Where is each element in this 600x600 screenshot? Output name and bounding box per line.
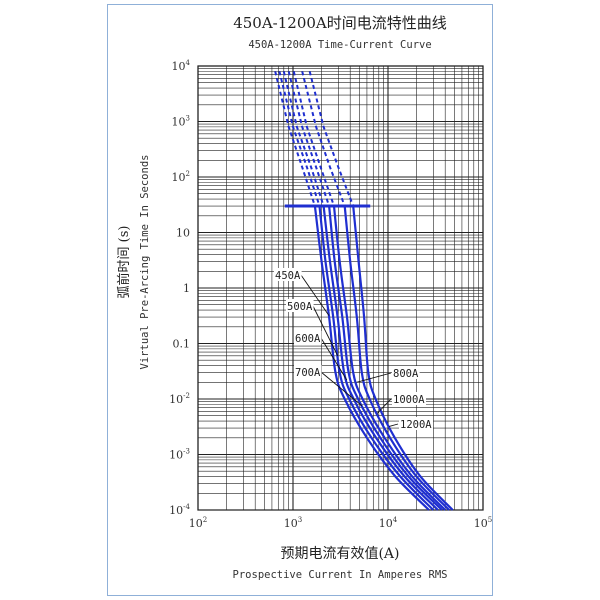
- label-bg-800A: [392, 366, 420, 379]
- label-leader-1000A: [376, 398, 392, 414]
- y-tick-label: 1: [183, 282, 190, 295]
- curves: [274, 71, 454, 511]
- x-tick-label: 102: [189, 516, 207, 530]
- label-bg-500A: [286, 299, 314, 312]
- label-leader-450A: [300, 274, 330, 316]
- curve-labels: 450A 500A 600A 700A 800A 1000A 1200A: [274, 268, 433, 431]
- curve-700A: [328, 205, 443, 511]
- y-tick-label: 10-2: [169, 392, 190, 406]
- chart-title: 450A-1200A时间电流特性曲线: [233, 14, 447, 32]
- curve-label-700A: 700A: [295, 367, 321, 379]
- chart-subtitle: 450A-1200A Time-Current Curve: [248, 39, 431, 51]
- dashed-curve-500A: [278, 71, 321, 207]
- x-tick-label: 104: [379, 516, 398, 530]
- x-tick-label: 103: [284, 516, 302, 530]
- label-leader-1200A: [389, 423, 399, 427]
- curve-1200A: [352, 205, 454, 511]
- label-leader-700A: [320, 371, 363, 407]
- curve-label-1200A: 1200A: [400, 419, 432, 431]
- label-bg-1000A: [392, 392, 426, 405]
- y-axis-label-cn: 弧前时间 (s): [116, 226, 132, 299]
- curve-label-1000A: 1000A: [393, 394, 425, 406]
- label-bg-450A: [274, 268, 302, 281]
- dashed-curve-1200A: [308, 71, 355, 207]
- y-tick-label: 103: [172, 115, 190, 129]
- curve-label-450A: 450A: [275, 270, 301, 282]
- label-leader-500A: [312, 305, 339, 357]
- x-axis-label-cn: 预期电流有效值(A): [280, 546, 399, 562]
- label-bg-600A: [294, 331, 322, 344]
- dashed-curve-450A: [274, 71, 316, 207]
- label-bg-1200A: [399, 417, 433, 430]
- x-axis-label: Prospective Current In Amperes RMS: [233, 569, 448, 581]
- y-tick-label: 10-4: [169, 503, 190, 517]
- y-tick-label: 104: [172, 59, 191, 73]
- y-axis-label: Virtual Pre-Arcing Time In Seconds: [139, 155, 151, 370]
- y-tick-label: 102: [172, 170, 190, 184]
- dashed-curve-1000A: [301, 71, 346, 207]
- label-leader-600A: [320, 337, 348, 381]
- y-tick-label: 0.1: [173, 338, 191, 351]
- dashed-curve-800A: [292, 71, 335, 207]
- curve-label-500A: 500A: [287, 301, 313, 313]
- y-tick-label: 10-3: [169, 448, 190, 462]
- label-bg-700A: [294, 365, 322, 378]
- curve-label-600A: 600A: [295, 333, 321, 345]
- curve-500A: [318, 205, 435, 511]
- x-tick-label: 105: [474, 516, 492, 530]
- y-tick-label: 10: [176, 227, 190, 240]
- label-leader-800A: [356, 372, 392, 383]
- curve-800A: [332, 205, 446, 511]
- curve-600A: [322, 205, 439, 511]
- dashed-curve-600A: [282, 71, 325, 207]
- curve-1000A: [343, 205, 450, 511]
- curve-label-800A: 800A: [393, 368, 419, 380]
- plot-grid: [197, 65, 484, 511]
- dashed-curve-700A: [287, 71, 331, 207]
